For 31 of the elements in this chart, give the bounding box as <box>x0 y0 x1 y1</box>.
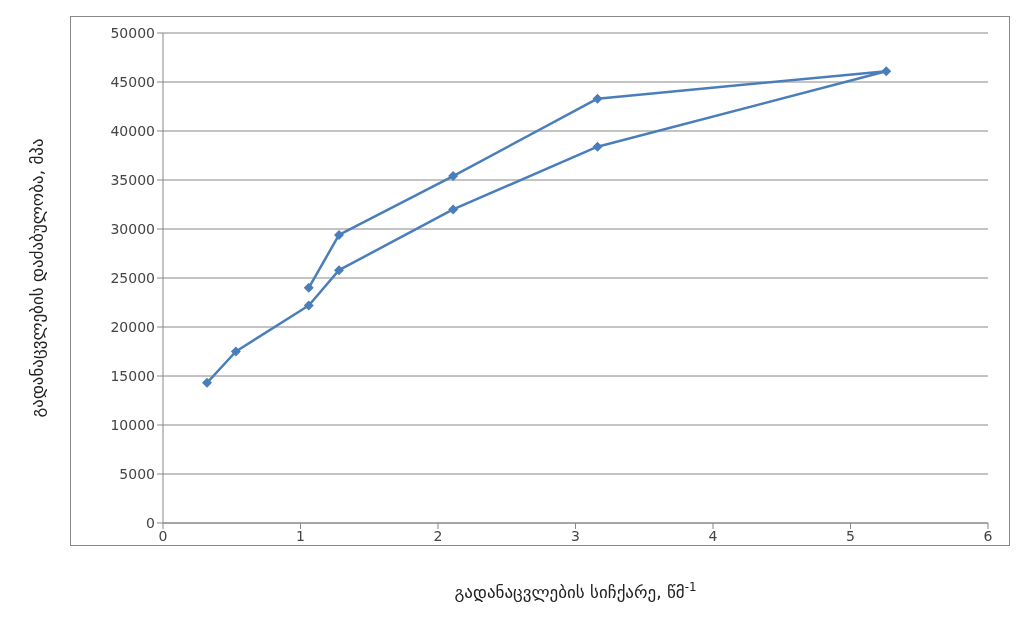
x-tick-label: 4 <box>708 527 718 544</box>
point <box>334 229 344 240</box>
y-tick-label: 45000 <box>110 73 155 90</box>
y-axis-title: გადანაცვლების დაძაბულობა, მპა <box>27 138 47 418</box>
point <box>448 171 459 182</box>
point <box>592 141 603 152</box>
x-tick-label: 5 <box>846 527 855 544</box>
x-tick-label: 2 <box>433 527 443 544</box>
y-tick-label: 30000 <box>110 220 155 237</box>
y-tick-label: 15000 <box>110 367 155 384</box>
x-tick-label: 6 <box>983 527 993 544</box>
point <box>881 66 892 77</box>
x-axis-title: გადანაცვლების სიჩქარე, წმ$^{-1}$ <box>454 580 697 602</box>
y-tick-label: 5000 <box>119 465 155 482</box>
point <box>230 346 241 357</box>
y-tick-label: 25000 <box>110 269 155 286</box>
x-tick-label: 1 <box>296 527 305 544</box>
y-tick-label: 40000 <box>110 122 155 139</box>
point <box>303 282 314 293</box>
point <box>448 204 459 215</box>
y-tick-label: 0 <box>146 514 155 531</box>
y-tick-label: 20000 <box>110 318 155 335</box>
point <box>334 265 344 276</box>
y-tick-label: 50000 <box>110 24 155 41</box>
x-tick-label: 0 <box>158 527 168 544</box>
y-tick-label: 35000 <box>110 171 155 188</box>
x-tick-label: 3 <box>571 527 580 544</box>
point <box>303 300 314 311</box>
point <box>592 93 603 104</box>
point <box>202 377 212 388</box>
y-tick-label: 10000 <box>110 416 155 433</box>
